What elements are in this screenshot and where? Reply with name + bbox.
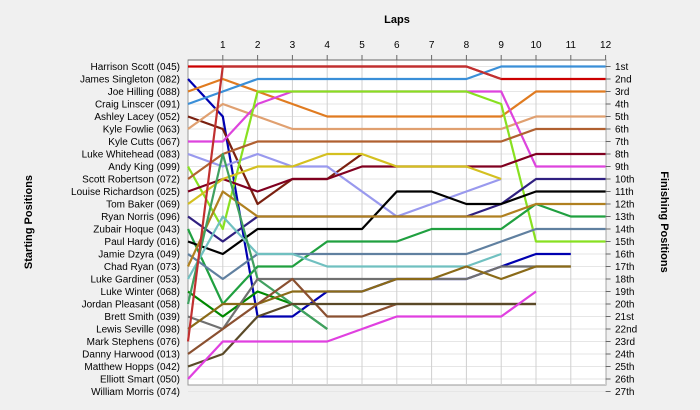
starting-position-label: James Singleton (082) xyxy=(80,75,180,86)
x-tick-label: 12 xyxy=(600,40,612,51)
starting-position-label: Luke Whitehead (083) xyxy=(82,150,180,161)
finishing-position-label: 11th xyxy=(615,187,634,198)
starting-position-label: Brett Smith (039) xyxy=(104,312,180,323)
series-line-18 xyxy=(187,215,502,280)
finishing-position-label: 23rd xyxy=(615,337,635,348)
finishing-position-label: 24th xyxy=(615,350,634,361)
series-line-25 xyxy=(187,302,536,368)
starting-position-label: Joe Hilling (088) xyxy=(108,87,180,98)
finishing-position-label: 9th xyxy=(615,162,629,173)
x-tick-label: 1 xyxy=(220,40,226,51)
starting-position-label: Louise Richardson (025) xyxy=(71,187,180,198)
finishing-position-label: 3rd xyxy=(615,87,629,98)
x-axis: 1 2 3 4 5 6 7 8 9 10 11 12 xyxy=(188,40,612,61)
starting-position-label: Lewis Seville (098) xyxy=(96,325,180,336)
finishing-position-label: 19th xyxy=(615,287,634,298)
series-line-5 xyxy=(187,115,363,206)
starting-position-label: Chad Ryan (073) xyxy=(104,262,180,273)
series-line-17 xyxy=(187,190,606,267)
finishing-position-label: 12th xyxy=(615,200,634,211)
finishing-position-label: 17th xyxy=(615,262,634,273)
x-tick-label: 9 xyxy=(498,40,504,51)
x-tick-label: 8 xyxy=(464,40,470,51)
chart-title: Laps xyxy=(384,14,410,26)
starting-position-label: Paul Hardy (016) xyxy=(104,237,180,248)
starting-position-label: Ashley Lacey (052) xyxy=(94,112,180,123)
x-tick-label: 3 xyxy=(290,40,296,51)
starting-position-label: Kyle Cutts (067) xyxy=(108,137,180,148)
starting-position-label: Scott Robertson (072) xyxy=(82,175,180,186)
series-line-9 xyxy=(187,90,606,243)
starting-position-label: William Morris (074) xyxy=(91,387,180,398)
starting-positions-labels: Harrison Scott (045) James Singleton (082… xyxy=(71,62,180,398)
finishing-positions-labels: 1st2nd3rd4th5th6th7th8th9th10th11th12th1… xyxy=(605,62,637,398)
series-line-26 xyxy=(187,290,537,380)
finishing-position-label: 7th xyxy=(615,137,629,148)
finishing-position-label: 5th xyxy=(615,112,629,123)
starting-position-label: Danny Harwood (013) xyxy=(82,350,180,361)
starting-position-label: Craig Linscer (091) xyxy=(95,100,180,111)
starting-position-label: Zubair Hoque (043) xyxy=(93,225,180,236)
starting-position-label: Ryan Norris (096) xyxy=(101,212,180,223)
finishing-position-label: 2nd xyxy=(615,75,632,86)
finishing-position-label: 25th xyxy=(615,362,634,373)
x-tick-label: 7 xyxy=(429,40,435,51)
series-line-12 xyxy=(187,152,502,205)
x-tick-label: 5 xyxy=(359,40,365,51)
finishing-position-label: 20th xyxy=(615,300,634,311)
x-tick-label: 10 xyxy=(530,40,542,51)
finishing-position-label: 13th xyxy=(615,212,634,223)
x-tick-label: 4 xyxy=(324,40,330,51)
starting-position-label: Jamie Dzyra (049) xyxy=(98,250,180,261)
starting-position-label: Matthew Hopps (042) xyxy=(84,362,180,373)
series-line-23 xyxy=(186,65,502,342)
series-line-22 xyxy=(187,265,571,330)
series-line-21 xyxy=(187,265,571,331)
starting-position-label: Mark Stephens (076) xyxy=(87,337,180,348)
finishing-position-label: 27th xyxy=(615,387,634,398)
finishing-position-label: 21st xyxy=(615,312,634,323)
starting-position-label: Harrison Scott (045) xyxy=(91,62,180,73)
starting-position-label: Tom Baker (069) xyxy=(106,200,180,211)
x-tick-label: 11 xyxy=(566,40,577,51)
starting-position-label: Kyle Fowlie (063) xyxy=(103,125,180,136)
finishing-position-label: 14th xyxy=(615,225,634,236)
series-line-6 xyxy=(187,102,606,131)
series-line-10 xyxy=(187,127,606,180)
x-tick-label: 6 xyxy=(394,40,400,51)
starting-position-label: Andy King (099) xyxy=(108,162,180,173)
starting-position-label: Luke Winter (068) xyxy=(101,287,180,298)
finishing-position-label: 15th xyxy=(615,237,634,248)
finishing-position-label: 26th xyxy=(615,375,634,386)
starting-position-label: Elliott Smart (050) xyxy=(100,375,180,386)
finishing-position-label: 18th xyxy=(615,275,634,286)
starting-position-label: Luke Gardiner (053) xyxy=(91,275,181,286)
starting-position-label: Jordan Pleasant (058) xyxy=(82,300,180,311)
finishing-position-label: 8th xyxy=(615,150,629,161)
y-axis-label-right: Finishing Positions xyxy=(658,171,670,272)
finishing-position-label: 10th xyxy=(615,175,634,186)
finishing-position-label: 6th xyxy=(615,125,629,136)
finishing-position-label: 22nd xyxy=(615,325,637,336)
series-line-4 xyxy=(187,65,606,106)
x-tick-label: 2 xyxy=(255,40,261,51)
finishing-position-label: 4th xyxy=(615,100,629,111)
series-lines xyxy=(186,65,606,380)
series-line-15 xyxy=(187,190,606,256)
y-axis-label-left: Starting Positions xyxy=(23,175,35,269)
finishing-position-label: 16th xyxy=(615,250,634,261)
finishing-position-label: 1st xyxy=(615,62,629,73)
